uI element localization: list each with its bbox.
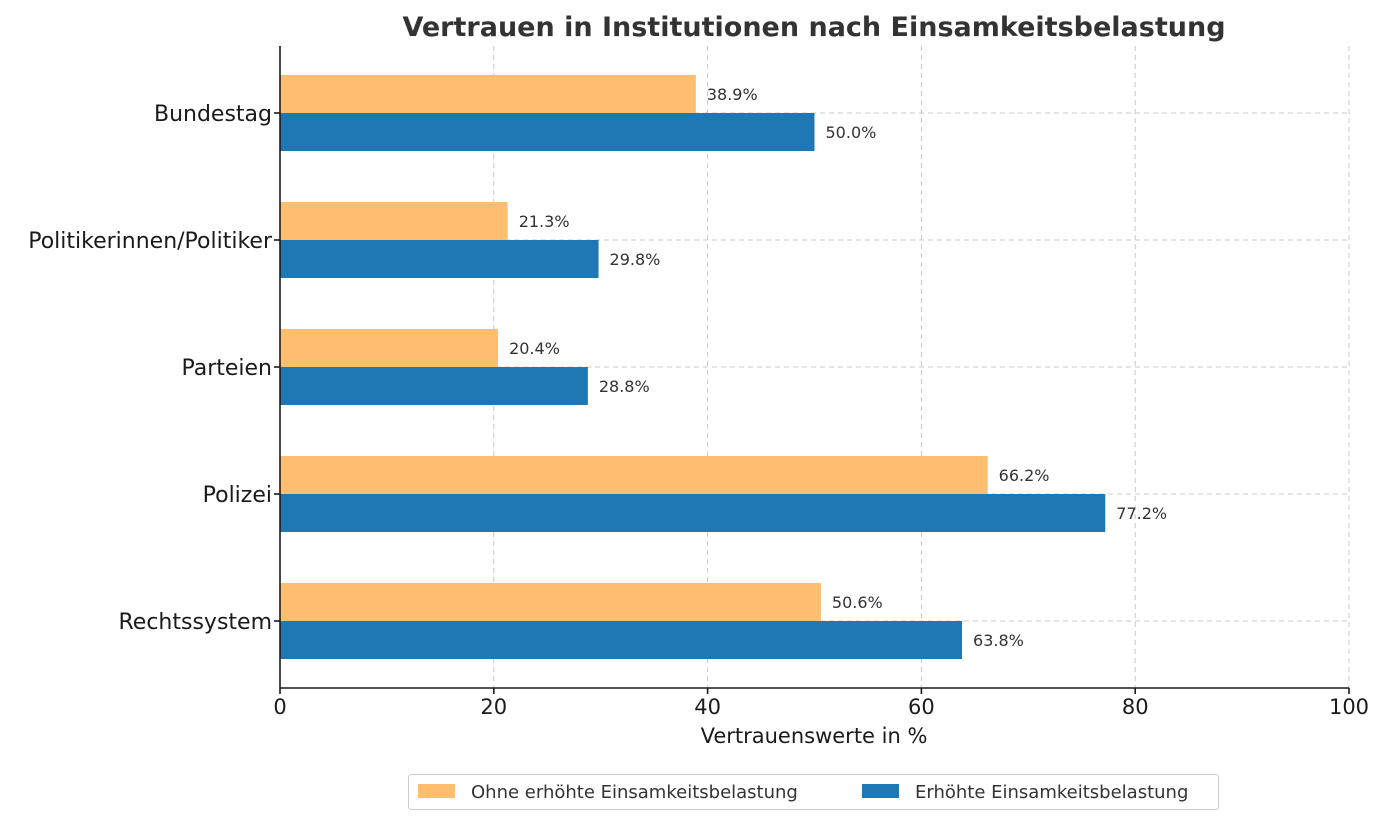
legend-label-series-1: Ohne erhöhte Einsamkeitsbelastung (471, 782, 798, 803)
data-label-rechtssystem-series-2: 63.8% (973, 631, 1024, 650)
bar-bundestag-series-2 (280, 113, 815, 151)
x-tick-label-100: 100 (1329, 695, 1369, 719)
data-label-polizei-series-2: 77.2% (1116, 504, 1167, 523)
x-tick-label-60: 60 (908, 695, 935, 719)
legend-swatch-series-2 (862, 784, 899, 798)
bar-polizei-series-1 (280, 456, 988, 494)
data-label-politikerinnen-politiker-series-1: 21.3% (519, 212, 570, 231)
x-tick-label-40: 40 (694, 695, 721, 719)
bar-polizei-series-2 (280, 494, 1106, 532)
data-label-polizei-series-1: 66.2% (999, 466, 1050, 485)
y-tick-label-polizei: Polizei (203, 483, 272, 508)
bar-politikerinnen-politiker-series-2 (280, 240, 599, 278)
x-tick-label-0: 0 (273, 695, 286, 719)
legend-label-series-2: Erhöhte Einsamkeitsbelastung (915, 782, 1188, 803)
bar-parteien-series-1 (280, 329, 499, 367)
bar-politikerinnen-politiker-series-1 (280, 202, 508, 240)
legend-swatch-series-1 (418, 784, 455, 798)
x-tick-label-20: 20 (480, 695, 507, 719)
data-label-rechtssystem-series-1: 50.6% (832, 593, 883, 612)
legend-frame (408, 774, 1219, 810)
y-tick-label-rechtssystem: Rechtssystem (119, 610, 273, 635)
bar-rechtssystem-series-2 (280, 621, 963, 659)
y-tick-label-politikerinnen-politiker: Politikerinnen/Politiker (28, 229, 273, 254)
data-label-bundestag-series-2: 50.0% (826, 123, 877, 142)
data-label-parteien-series-2: 28.8% (599, 377, 650, 396)
data-label-bundestag-series-1: 38.9% (707, 85, 758, 104)
legend: Ohne erhöhte Einsamkeitsbelastung Erhöhte… (408, 774, 1219, 810)
bar-parteien-series-2 (280, 367, 588, 405)
label-layer: 38.9% 50.0% 21.3% 29.8% 20.4% 28.8% 66.2% 77.2%… (509, 85, 1167, 650)
bar-layer (280, 75, 1106, 659)
data-label-parteien-series-1: 20.4% (509, 339, 560, 358)
y-tick-label-parteien: Parteien (181, 356, 272, 381)
bar-bundestag-series-1 (280, 75, 696, 113)
bar-rechtssystem-series-1 (280, 583, 821, 621)
chart-title: Vertrauen in Institutionen nach Einsamke… (402, 12, 1225, 43)
y-tick-label-bundestag: Bundestag (154, 102, 272, 127)
data-label-politikerinnen-politiker-series-2: 29.8% (610, 250, 661, 269)
x-tick-label-80: 80 (1122, 695, 1149, 719)
axis-layer: Bundestag Politikerinnen/Politiker Parteie… (28, 46, 1369, 719)
x-axis-title: Vertrauenswerte in % (701, 724, 928, 748)
